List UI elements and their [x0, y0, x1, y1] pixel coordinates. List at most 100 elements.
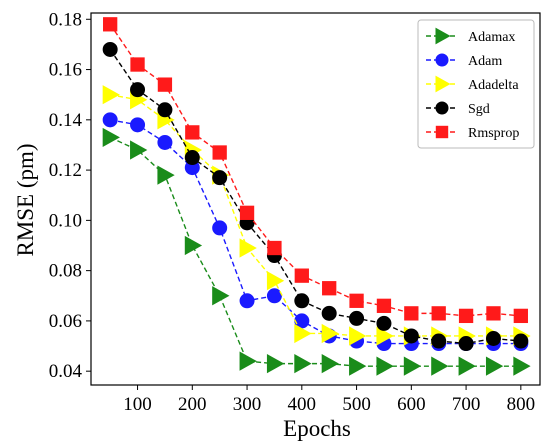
- data-point-adadelta: [376, 326, 394, 346]
- data-point-sgd: [376, 315, 392, 331]
- data-point-adamax: [157, 165, 175, 185]
- data-point-adamax: [458, 356, 476, 376]
- data-point-sgd: [294, 293, 310, 309]
- data-point-rmsprop: [458, 308, 474, 324]
- data-point-adamax: [294, 354, 312, 374]
- data-point-sgd: [130, 82, 146, 98]
- data-point-adam: [266, 288, 282, 304]
- data-point-sgd: [184, 150, 200, 166]
- data-point-adam: [157, 134, 173, 150]
- legend-label: Sgd: [468, 102, 490, 117]
- legend-label: Rmsprop: [468, 126, 519, 141]
- legend: Adamax Adam Adadelta Sgd Rmsprop: [417, 19, 535, 149]
- legend-item-adadelta: Adadelta: [426, 75, 519, 93]
- legend-marker: [435, 53, 449, 67]
- legend-label: Adam: [468, 54, 502, 69]
- data-point-adadelta: [294, 323, 312, 344]
- data-point-rmsprop: [513, 308, 528, 324]
- data-point-adadelta: [321, 323, 339, 344]
- data-point-adamax: [212, 286, 230, 306]
- x-tick-label: 300: [233, 394, 262, 415]
- legend-item-rmsprop: Rmsprop: [426, 125, 519, 141]
- data-point-rmsprop: [322, 281, 337, 296]
- data-point-adamax: [513, 356, 531, 376]
- x-tick-label: 800: [507, 394, 536, 415]
- data-point-adadelta: [102, 85, 120, 105]
- y-tick-label: 0.12: [49, 160, 82, 181]
- data-point-adadelta: [239, 238, 257, 258]
- data-point-adamax: [102, 127, 120, 148]
- data-point-rmsprop: [486, 306, 501, 321]
- data-point-rmsprop: [212, 145, 227, 160]
- data-point-sgd: [102, 41, 118, 57]
- data-point-rmsprop: [239, 205, 255, 220]
- data-point-sgd: [321, 305, 337, 321]
- data-point-adadelta: [349, 326, 367, 346]
- data-point-rmsprop: [376, 298, 392, 313]
- data-point-adam: [212, 220, 228, 236]
- data-point-adamax: [403, 356, 422, 376]
- axis-ticks: 100 200 300 400 500 600 700 800 0.04 0.06 0.08 0.10…: [49, 9, 535, 415]
- data-point-rmsprop: [103, 17, 118, 32]
- data-point-adamax: [239, 351, 257, 371]
- y-tick-label: 0.14: [49, 110, 83, 131]
- x-tick-label: 500: [342, 394, 371, 415]
- data-point-adam: [239, 293, 255, 309]
- x-tick-label: 200: [178, 394, 207, 415]
- data-point-sgd: [157, 102, 173, 118]
- plot-frame: [90, 12, 541, 386]
- legend-marker: [435, 125, 449, 139]
- series-rmsprop: [103, 17, 528, 324]
- data-point-adamax: [266, 354, 285, 374]
- data-point-sgd: [212, 170, 228, 186]
- data-point-sgd: [458, 336, 474, 352]
- data-point-adamax: [349, 356, 367, 376]
- data-point-adamax: [184, 235, 203, 256]
- series-sgd: [102, 41, 529, 352]
- data-point-sgd: [485, 331, 501, 346]
- x-tick-label: 400: [288, 394, 317, 415]
- data-point-adamax: [321, 354, 339, 374]
- data-point-rmsprop: [431, 306, 446, 321]
- legend-item-adam: Adam: [426, 53, 502, 69]
- data-point-sgd: [431, 333, 447, 349]
- legend-item-adamax: Adamax: [426, 27, 515, 45]
- data-point-rmsprop: [349, 293, 364, 308]
- plot-area-border: [90, 12, 541, 386]
- x-axis-label: Epochs: [283, 416, 351, 441]
- y-tick-label: 0.04: [49, 361, 83, 382]
- data-point-sgd: [403, 328, 419, 344]
- legend-marker: [435, 27, 451, 45]
- y-tick-label: 0.10: [49, 210, 82, 231]
- data-point-rmsprop: [404, 306, 419, 321]
- y-axis-label: RMSE (pm): [13, 143, 38, 256]
- data-point-sgd: [513, 333, 529, 349]
- y-tick-label: 0.16: [49, 60, 82, 81]
- data-point-adamax: [376, 356, 394, 376]
- legend-marker: [435, 101, 449, 115]
- data-point-rmsprop: [130, 57, 145, 72]
- series-layer: [102, 17, 531, 376]
- legend-label: Adadelta: [468, 78, 519, 93]
- series-line-adam: [110, 119, 521, 345]
- data-point-adamax: [130, 140, 148, 160]
- x-tick-label: 100: [123, 394, 152, 415]
- data-point-rmsprop: [157, 77, 173, 92]
- data-point-adamax: [485, 356, 504, 376]
- data-point-rmsprop: [294, 268, 309, 283]
- series-adamax: [102, 127, 531, 376]
- y-tick-label: 0.06: [49, 311, 82, 332]
- data-point-adadelta: [266, 271, 285, 291]
- legend-item-sgd: Sgd: [426, 101, 490, 117]
- series-line-adamax: [109, 136, 521, 367]
- x-tick-label: 600: [397, 394, 426, 415]
- data-point-rmsprop: [185, 125, 200, 140]
- data-point-sgd: [349, 310, 365, 326]
- data-point-rmsprop: [267, 240, 282, 256]
- data-point-adamax: [431, 356, 449, 376]
- series-line-rmsprop: [109, 23, 521, 317]
- legend-box: [417, 19, 535, 149]
- series-line-adadelta: [110, 94, 521, 337]
- data-point-adam: [102, 112, 118, 128]
